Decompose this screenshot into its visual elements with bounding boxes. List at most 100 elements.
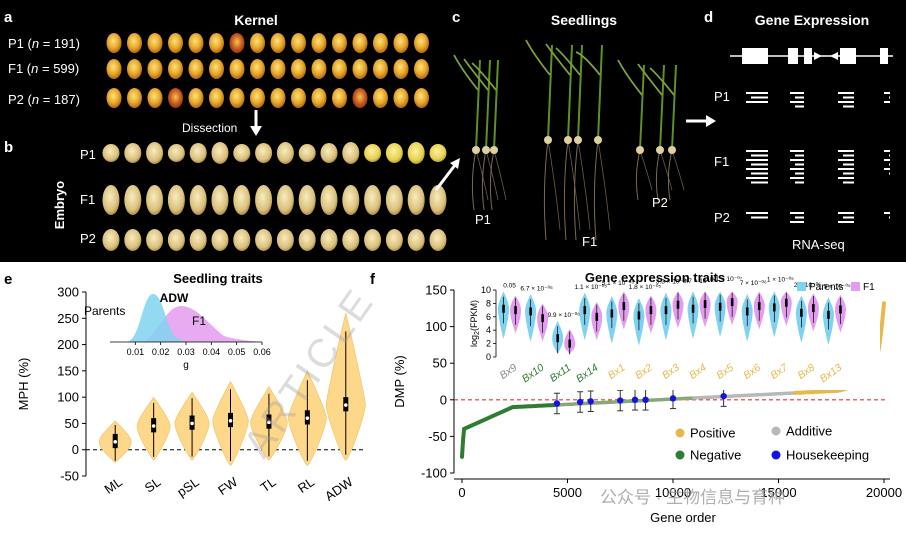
f-legend-swatch (675, 428, 685, 438)
read-bar (751, 154, 768, 157)
f-y-tick-label: 0 (440, 392, 447, 407)
embryo (189, 229, 207, 251)
kernel (393, 59, 409, 79)
f-inset-box (773, 303, 776, 312)
embryo (342, 229, 360, 251)
embryo (429, 185, 447, 215)
embryo-side-label: Embryo (52, 181, 67, 229)
seedling-photos (453, 39, 685, 241)
embryo-row-p1: P1 (80, 147, 96, 162)
kernel (373, 33, 388, 53)
embryo (167, 144, 185, 162)
f-inset-box (529, 307, 532, 316)
embryo (233, 185, 251, 215)
embryo (364, 185, 382, 215)
seedling-leaf (545, 43, 571, 76)
f-inset-box (637, 311, 641, 320)
f-inset-box (800, 308, 803, 317)
kernel (291, 33, 306, 53)
seedling-root (489, 149, 495, 211)
kernel (127, 88, 142, 108)
embryo (276, 229, 294, 251)
kernel (373, 88, 388, 108)
f-inset-box (514, 306, 517, 315)
seedling-root (481, 149, 487, 211)
f-inset-box (502, 304, 505, 313)
e-x-tick-label: pSL (174, 474, 202, 500)
seedling-root (593, 139, 599, 241)
e-median (190, 421, 194, 426)
e-median (343, 403, 348, 407)
kernel (209, 33, 224, 53)
f-y-tick-label: 50 (433, 356, 447, 371)
f-x-tick-label: 0 (458, 485, 465, 500)
embryo (429, 144, 447, 162)
embryo (429, 229, 447, 251)
e-x-tick-label: ML (102, 474, 125, 497)
to-seedlings-arrow (434, 164, 457, 191)
read-bar (746, 159, 768, 161)
e-inset-x-tick-label: 0.06 (253, 347, 271, 357)
read-bar (843, 163, 854, 166)
kernel (352, 33, 368, 53)
embryo (342, 142, 360, 164)
f-x-axis-label: Gene order (650, 510, 716, 525)
read-bar (889, 154, 890, 157)
kernel (229, 88, 245, 108)
embryo (211, 142, 229, 164)
kernel (311, 88, 327, 108)
seedling-root (563, 139, 569, 241)
kernel (127, 59, 142, 79)
f-inset-y-tick-label: 2 (486, 339, 491, 349)
seedling-root (573, 139, 579, 241)
read-bar (884, 101, 890, 103)
f-y-tick-label: -100 (421, 466, 447, 481)
embryo (124, 143, 142, 163)
kernel (414, 59, 429, 79)
seedling-root (655, 149, 661, 201)
seedling-shoot (493, 59, 499, 151)
f-inset-legend-f1-swatch (851, 282, 860, 291)
kernel (332, 59, 347, 79)
embryo (364, 229, 382, 251)
embryo (124, 185, 142, 215)
e-y-tick-label: 100 (57, 390, 79, 405)
f-housekeeping-point (617, 397, 624, 404)
embryo-row-p2: P2 (80, 231, 96, 246)
e-y-tick-label: 250 (57, 311, 79, 326)
e-x-tick-label: RL (295, 474, 317, 496)
expression-row-f1: F1 (714, 154, 729, 169)
f-legend-swatch (771, 450, 781, 460)
f-inset-pvalue: 0.05 (503, 283, 516, 290)
panel-d-letter: d (704, 9, 713, 26)
gene-model-diagram (730, 48, 893, 64)
read-bar (838, 221, 854, 223)
seedling-kernel (656, 146, 664, 154)
read-bar (889, 172, 890, 175)
f-inset-box (676, 300, 680, 309)
adw-density-inset: 0.01 0.02 0.03 0.04 0.05 0.06 g ADW Parents F1 (84, 288, 271, 372)
mph-violin-chart: -50 0 50 100 150 200 250 300 MPH (%) ML SL pSL FW TL R… (16, 285, 366, 504)
e-median (305, 416, 310, 420)
seedling-leaf (575, 51, 601, 76)
f-inset-pvalue: 1.8 × 10⁻⁰⁵ (629, 283, 662, 291)
embryo (276, 185, 294, 215)
kernel (270, 33, 286, 53)
embryo-photos (102, 142, 447, 251)
seedling-kernel (482, 146, 490, 154)
f-inset-box (757, 302, 761, 311)
seedling-root (667, 149, 673, 201)
f-inset-y-tick-label: 8 (486, 298, 491, 308)
read-bar (751, 96, 768, 99)
seedling-root (635, 149, 641, 201)
read-bar (795, 181, 804, 184)
embryo (320, 143, 338, 163)
read-bar (746, 92, 768, 94)
embryo (233, 144, 251, 162)
f-inset-y-tick-label: 6 (486, 312, 491, 322)
seedling-kernel (574, 136, 582, 144)
e-y-tick-label: 200 (57, 337, 79, 352)
e-median (267, 420, 271, 425)
kernel (188, 88, 204, 108)
kernel (414, 88, 429, 108)
